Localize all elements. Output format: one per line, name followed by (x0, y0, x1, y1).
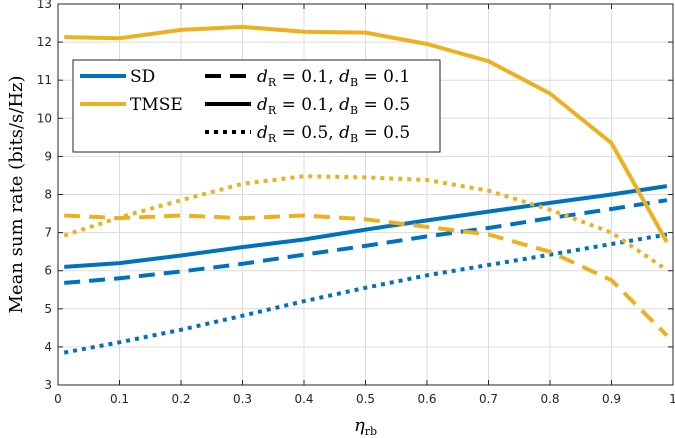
x-tick-label: 0.1 (110, 392, 129, 406)
y-tick-label: 12 (37, 35, 52, 49)
y-axis-label: Mean sum rate (bits/s/Hz) (6, 75, 27, 313)
x-axis-label-main: η (354, 415, 365, 436)
x-tick-label: 0 (54, 392, 62, 406)
series-line-sd-dotted (63, 232, 668, 355)
y-tick-label: 10 (37, 111, 52, 125)
y-tick-label: 9 (44, 149, 52, 163)
series-line-tmse-solid (64, 24, 669, 244)
x-tick-label: 0.6 (417, 392, 436, 406)
series-line-tmse-dotted (63, 174, 669, 272)
y-tick-label: 4 (44, 340, 52, 354)
series-line-sd-dashed (64, 198, 668, 285)
legend-box (72, 59, 441, 153)
legend-sd-label: SD (130, 67, 155, 87)
legend-tmse-label: TMSE (130, 95, 183, 115)
axis-ticks: 0 0.1 0.2 0.3 0.4 0.5 0.6 0.7 0.8 0.9 134567891011… (37, 0, 675, 406)
legend-solid-label: dR = 0.1, dB = 0.5 (257, 95, 410, 117)
legend: SD TMSE dR = 0.1, dB = 0.1 dR = 0.1, dB … (72, 59, 441, 153)
x-tick-label: 0.9 (602, 392, 621, 406)
series-line-tmse-dashed (64, 213, 669, 337)
legend-dashed-label: dR = 0.1, dB = 0.1 (257, 67, 410, 89)
x-tick-label: 0.8 (540, 392, 559, 406)
x-tick-label: 0.3 (233, 392, 252, 406)
series-lines (63, 24, 669, 355)
series-line-sd-solid (64, 184, 668, 269)
x-tick-label: 1 (669, 392, 675, 406)
y-tick-label: 5 (44, 302, 52, 316)
y-tick-label: 7 (44, 226, 52, 240)
x-tick-label: 0.7 (479, 392, 498, 406)
legend-dotted-label: dR = 0.5, dB = 0.5 (257, 123, 410, 145)
y-tick-label: 3 (44, 378, 52, 392)
y-tick-label: 11 (37, 73, 52, 87)
y-tick-label: 13 (37, 0, 52, 11)
y-tick-label: 8 (44, 188, 52, 202)
x-axis-label: ηrb (354, 415, 377, 438)
x-axis-label-sub: rb (365, 425, 377, 438)
y-tick-label: 6 (44, 264, 52, 278)
x-tick-label: 0.5 (356, 392, 375, 406)
x-tick-label: 0.2 (171, 392, 190, 406)
x-tick-label: 0.4 (294, 392, 313, 406)
